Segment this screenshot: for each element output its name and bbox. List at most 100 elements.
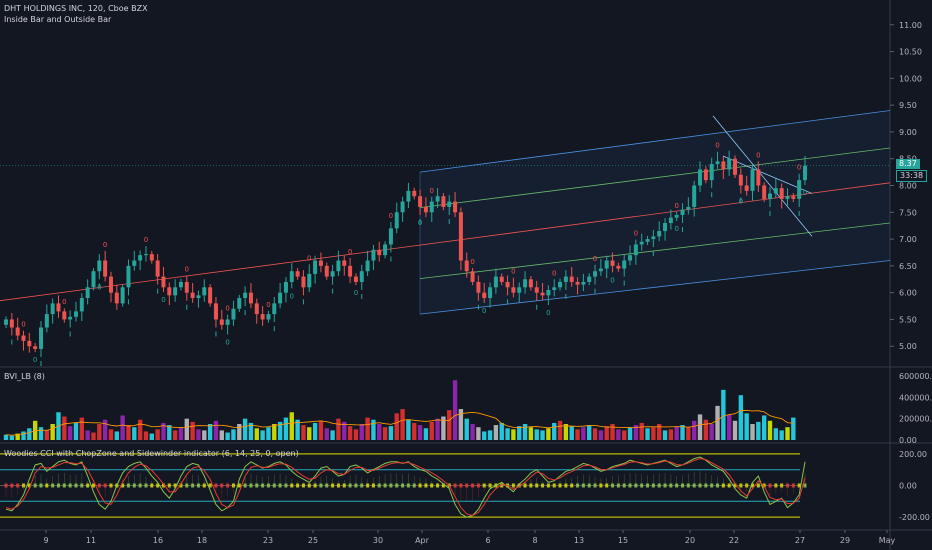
chopzone-block: [471, 483, 475, 488]
volume-bar: [412, 422, 417, 440]
chopzone-block: [126, 483, 130, 488]
chopzone-block: [570, 483, 574, 488]
chopzone-block: [441, 483, 445, 488]
chopzone-block: [167, 483, 171, 488]
chopzone-block: [646, 483, 650, 488]
candle-body: [73, 311, 78, 317]
chopzone-block: [231, 483, 235, 488]
chopzone-block: [762, 483, 766, 488]
y-tick-label: 5.00: [899, 342, 917, 351]
chopzone-block: [611, 483, 615, 488]
volume-bar: [301, 425, 306, 440]
chopzone-block: [424, 483, 428, 488]
study-title[interactable]: Inside Bar and Outside Bar: [4, 15, 112, 24]
y-tick-label: 11.00: [899, 21, 922, 30]
chopzone-block: [622, 483, 626, 488]
candle-body: [715, 161, 720, 165]
candle-body: [278, 292, 283, 304]
volume-pane-title[interactable]: BVI_LB (8): [4, 372, 45, 381]
candle-body: [342, 260, 347, 266]
trendlines[interactable]: [0, 115, 891, 302]
chopzone-block: [313, 483, 317, 488]
trendline-down: [712, 115, 813, 237]
candle-body: [208, 287, 213, 304]
outside-bar-marker: 0: [389, 212, 393, 220]
volume-bar: [511, 429, 516, 440]
chopzone-block: [62, 483, 66, 488]
candle-body: [785, 196, 790, 199]
chopzone-block: [418, 483, 422, 488]
volume-bar: [540, 430, 545, 440]
candle-body: [738, 174, 743, 186]
chopzone-block: [406, 483, 410, 488]
symbol-title[interactable]: DHT HOLDINGS INC, 120, Cboe BZX: [4, 4, 148, 13]
volume-bar: [73, 422, 79, 440]
chopzone-block: [255, 483, 259, 488]
chopzone-block: [336, 483, 340, 488]
volume-bar: [172, 430, 178, 440]
x-tick-label: 27: [795, 536, 805, 545]
trendline-fan: [722, 155, 813, 194]
chopzone-block: [739, 483, 743, 488]
volume-bar: [546, 428, 551, 440]
candle-body: [44, 314, 49, 328]
candle-body: [85, 287, 90, 299]
channel-upper: [419, 110, 891, 173]
chopzone-block: [360, 483, 364, 488]
cci-pane-title[interactable]: Woodies CCI with ChopZone and Sidewinder…: [4, 449, 299, 458]
candle-body: [324, 265, 329, 277]
chopzone-block: [16, 483, 20, 488]
x-tick-label: 20: [685, 536, 695, 545]
volume-bar: [575, 429, 580, 440]
outside-bar-marker: 0: [634, 230, 638, 238]
candle-body: [56, 303, 61, 312]
chopzone-block: [704, 483, 708, 488]
volume-bar: [633, 425, 639, 440]
regression-channel[interactable]: [419, 110, 891, 315]
candle-body: [692, 185, 697, 207]
chopzone-block: [342, 483, 346, 488]
candle-body: [62, 311, 67, 320]
volume-bar: [435, 418, 440, 440]
candle-body: [645, 239, 650, 242]
outside-bar-marker: 0: [470, 258, 474, 266]
volume-bar: [686, 427, 691, 440]
chopzone-block: [138, 483, 142, 488]
volume-bar: [67, 426, 73, 440]
candle-body: [663, 223, 668, 232]
chopzone-block: [523, 483, 527, 488]
candle-body: [499, 276, 504, 282]
volume-bar: [359, 424, 364, 440]
volume-tick-label: 0.00: [899, 436, 917, 445]
volume-bar: [639, 422, 644, 440]
x-tick-label: 30: [373, 536, 383, 545]
candle-body: [68, 316, 73, 320]
candle-body: [184, 281, 189, 293]
chopzone-block: [97, 483, 101, 488]
candle-body: [633, 244, 638, 256]
y-tick-label: 7.00: [899, 235, 917, 244]
volume-bar: [464, 418, 469, 440]
candle-body: [447, 201, 452, 207]
chopzone-block: [535, 483, 539, 488]
volume-bar: [651, 427, 656, 440]
candle-body: [260, 314, 265, 320]
volume-bar: [377, 424, 382, 440]
chopzone-block: [552, 483, 556, 488]
volume-bar: [161, 422, 166, 440]
chopzone-block: [249, 483, 253, 488]
candle-body: [505, 281, 510, 288]
outside-bar-marker: 0: [348, 248, 352, 256]
volume-bar: [382, 427, 388, 440]
candle-body: [593, 271, 598, 277]
candle-body: [657, 231, 662, 237]
volume-bar: [406, 419, 411, 440]
volume-bar: [330, 430, 335, 440]
outside-bar-marker: 0: [756, 151, 760, 159]
candle-body: [167, 287, 172, 296]
candle-body: [219, 319, 224, 325]
chopzone-block: [605, 483, 609, 488]
volume-bar: [324, 428, 329, 440]
chopzone-block: [500, 483, 504, 488]
